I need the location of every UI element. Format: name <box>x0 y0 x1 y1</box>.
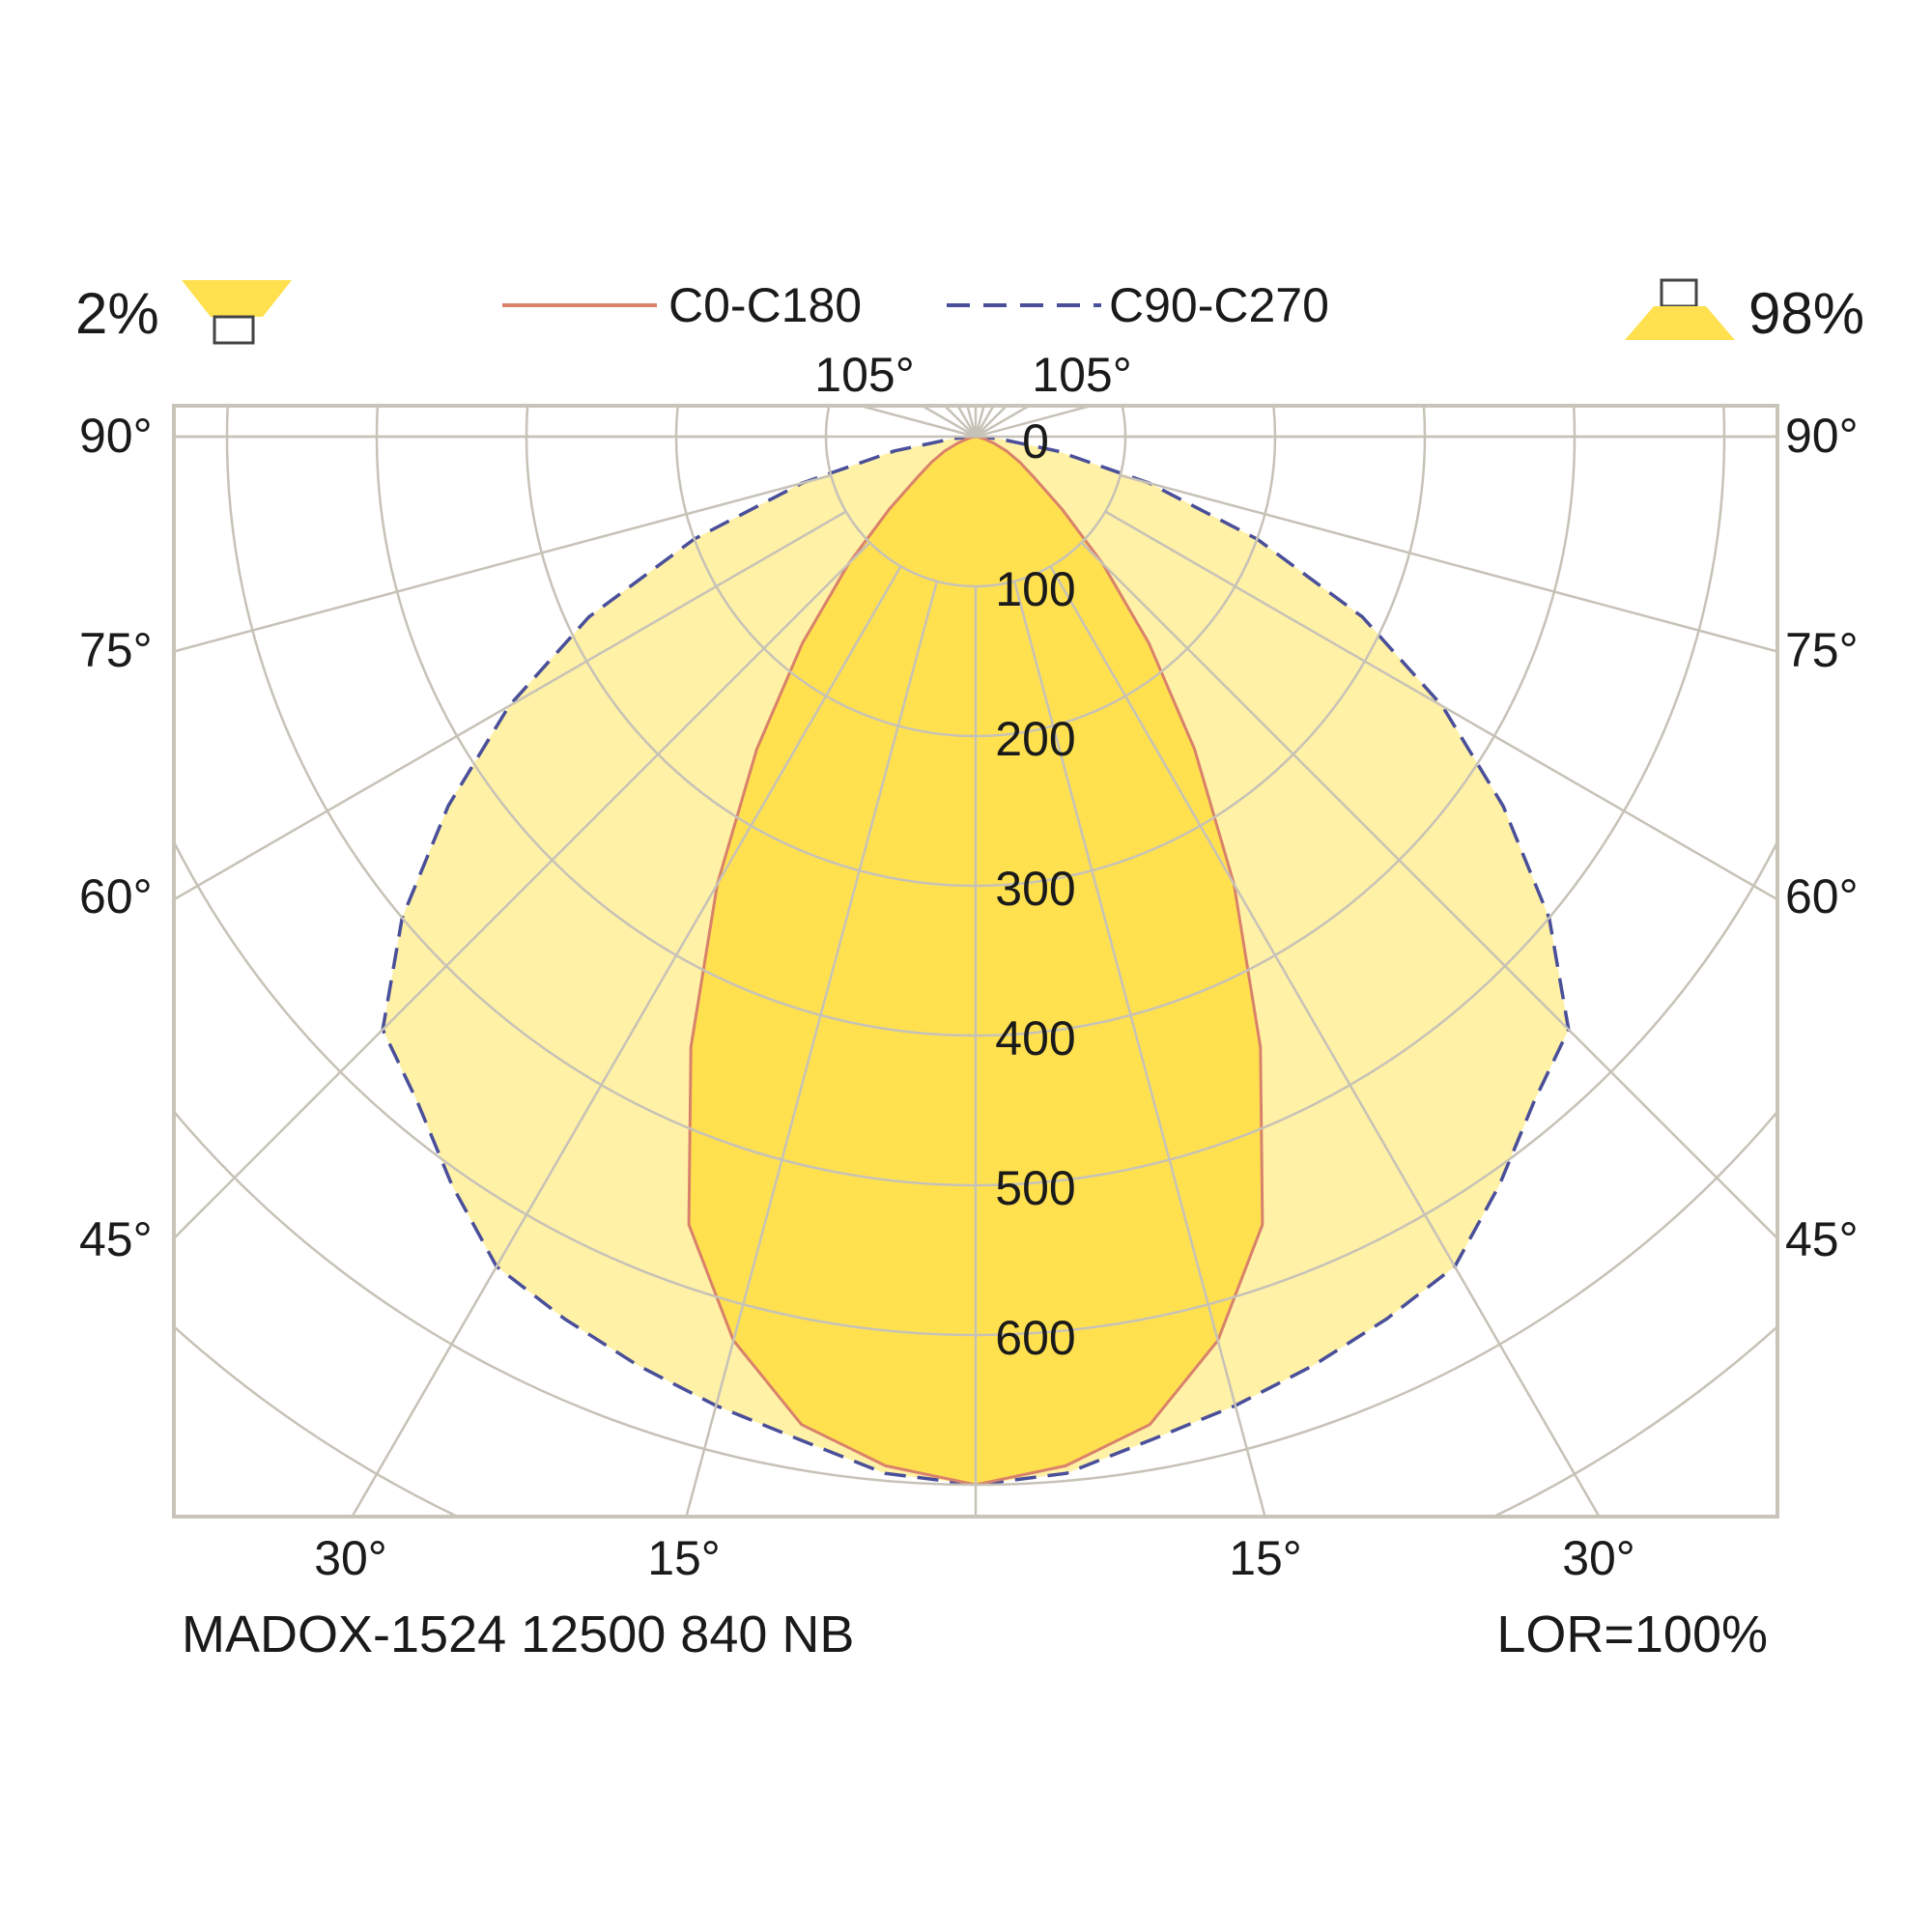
legend: C0-C180 C90-C270 <box>502 278 1329 332</box>
grid-spoke <box>174 510 847 901</box>
upward-percent: 2% <box>75 281 159 346</box>
radial-tick-label: 300 <box>995 862 1075 916</box>
grid-spoke <box>1104 510 1777 901</box>
radial-tick-label: 400 <box>995 1011 1075 1065</box>
angle-label-left-75: 75° <box>79 623 153 677</box>
polar-grid <box>174 406 1777 1517</box>
angle-label-left-90: 90° <box>79 409 153 463</box>
angle-label-bottom-30-left: 30° <box>314 1531 387 1585</box>
angle-label-bottom-15-right: 15° <box>1229 1531 1302 1585</box>
grid-spoke <box>174 473 832 653</box>
angle-label-top-left: 105° <box>814 348 914 402</box>
downward-percent: 98% <box>1748 281 1864 346</box>
angle-label-top-right: 105° <box>1032 348 1131 402</box>
angle-label-right-60: 60° <box>1785 869 1859 923</box>
grid-spoke <box>1049 565 1601 1517</box>
angle-label-left-60: 60° <box>79 869 153 923</box>
grid-spoke <box>966 406 978 438</box>
uplight-luminaire-icon <box>182 280 292 345</box>
grid-spoke <box>685 581 939 1517</box>
legend-label-c90: C90-C270 <box>1109 278 1329 332</box>
angle-label-right-75: 75° <box>1785 623 1859 677</box>
angle-label-right-45: 45° <box>1785 1212 1859 1266</box>
luminaire-name: MADOX-1524 12500 840 NB <box>182 1605 854 1663</box>
lor-value: LOR=100% <box>1496 1605 1768 1663</box>
downlight-luminaire-icon <box>1625 278 1735 340</box>
grid-spoke <box>174 541 871 1240</box>
grid-spoke <box>1012 581 1266 1517</box>
radial-tick-label: 0 <box>1022 414 1049 469</box>
radial-tick-labels: 0 100 200 300 400 500 600 <box>995 414 1075 1365</box>
radial-tick-label: 600 <box>995 1311 1075 1365</box>
legend-label-c0: C0-C180 <box>668 278 862 332</box>
plot-frame <box>172 404 1779 1519</box>
radial-tick-label: 200 <box>995 712 1075 766</box>
radial-tick-label: 500 <box>995 1161 1075 1215</box>
angle-label-bottom-15-left: 15° <box>647 1531 721 1585</box>
grid-spoke <box>1120 473 1777 653</box>
angle-label-left-45: 45° <box>79 1212 153 1266</box>
grid-spoke <box>1080 541 1777 1240</box>
angle-label-bottom-30-right: 30° <box>1562 1531 1635 1585</box>
angle-label-right-90: 90° <box>1785 409 1859 463</box>
radial-tick-label: 100 <box>995 562 1075 616</box>
grid-spoke <box>351 565 902 1517</box>
